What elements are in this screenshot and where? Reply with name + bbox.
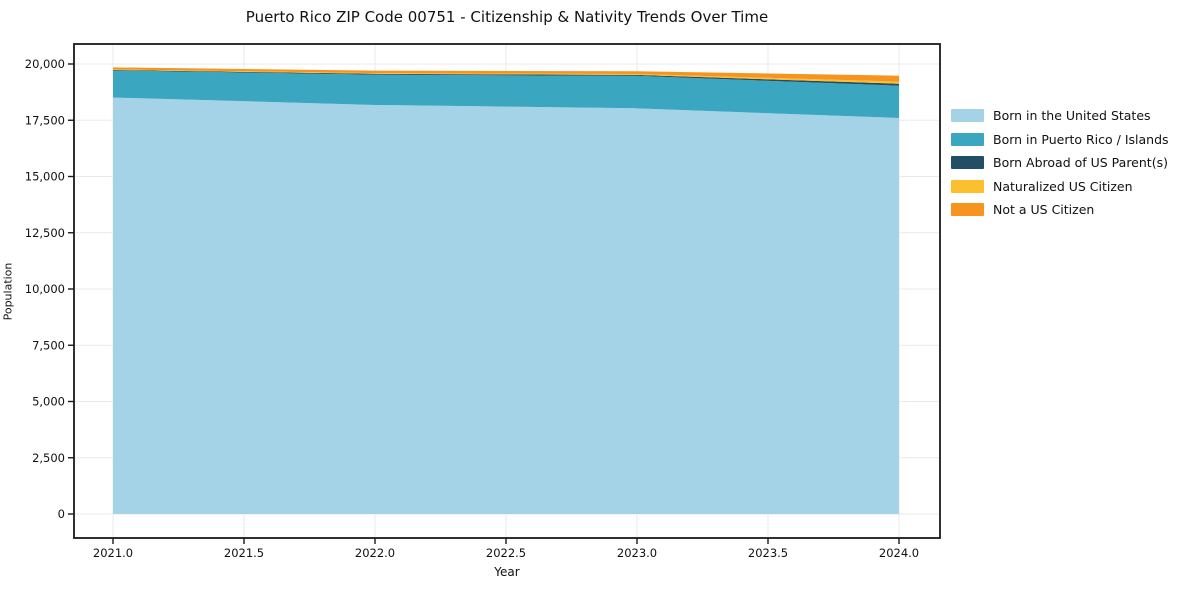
y-tick-label: 2,500 — [32, 451, 65, 465]
x-tick-label: 2023.0 — [617, 546, 657, 560]
legend-label: Naturalized US Citizen — [993, 178, 1133, 194]
x-axis-label: Year — [494, 565, 520, 579]
x-tick-label: 2021.0 — [93, 546, 133, 560]
area-series-3 — [113, 69, 899, 84]
legend-label: Not a US Citizen — [993, 202, 1095, 218]
x-tick-label: 2022.5 — [486, 546, 526, 560]
legend: Born in the United States Born in Puerto… — [951, 104, 1186, 222]
y-tick-label: 20,000 — [25, 57, 65, 71]
y-tick-label: 7,500 — [32, 338, 65, 352]
y-tick-label: 10,000 — [25, 282, 65, 296]
y-tick-label: 12,500 — [25, 226, 65, 240]
x-tick-label: 2021.5 — [224, 546, 264, 560]
legend-item: Born in Puerto Rico / Islands — [951, 128, 1186, 152]
area-series-2 — [113, 69, 899, 86]
legend-item: Born Abroad of US Parent(s) — [951, 151, 1186, 175]
legend-swatch-not-citizen — [951, 203, 984, 217]
y-tick-label: 15,000 — [25, 170, 65, 184]
x-tick-label: 2024.0 — [879, 546, 919, 560]
area-series-1 — [113, 70, 899, 118]
area-series-0 — [113, 97, 899, 514]
y-axis-label: Population — [1, 262, 15, 321]
legend-swatch-born-abroad — [951, 156, 984, 170]
legend-item: Not a US Citizen — [951, 198, 1186, 222]
legend-label: Born in the United States — [993, 108, 1151, 124]
chart-title: Puerto Rico ZIP Code 00751 - Citizenship… — [245, 8, 769, 26]
y-tick-label: 17,500 — [25, 113, 65, 127]
legend-swatch-born-us — [951, 109, 984, 123]
legend-swatch-naturalized — [951, 179, 984, 193]
legend-item: Born in the United States — [951, 104, 1186, 128]
legend-swatch-born-pr — [951, 132, 984, 146]
x-tick-label: 2023.5 — [748, 546, 788, 560]
x-tick-label: 2022.0 — [355, 546, 395, 560]
legend-item: Naturalized US Citizen — [951, 175, 1186, 199]
legend-label: Born Abroad of US Parent(s) — [993, 155, 1168, 171]
legend-label: Born in Puerto Rico / Islands — [993, 131, 1169, 147]
y-tick-label: 5,000 — [32, 395, 65, 409]
y-tick-label: 0 — [58, 507, 65, 521]
plot-frame — [73, 43, 941, 539]
area-series-4 — [113, 67, 899, 82]
